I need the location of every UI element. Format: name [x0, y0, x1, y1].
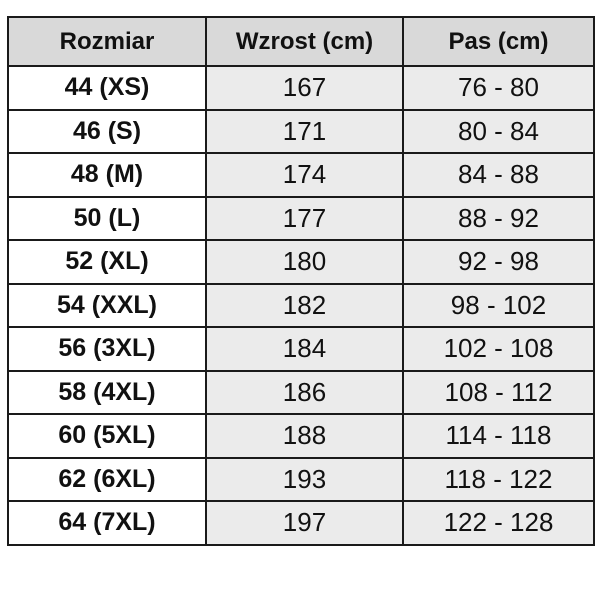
waist-cell: 118 - 122	[402, 456, 595, 502]
size-cell: 48 (M)	[7, 152, 207, 198]
height-cell: 184	[205, 326, 404, 372]
table-row: 58 (4XL) 186 108 - 112	[7, 369, 595, 415]
waist-cell: 98 - 102	[402, 282, 595, 328]
height-cell: 182	[205, 282, 404, 328]
height-cell: 180	[205, 239, 404, 285]
waist-cell: 80 - 84	[402, 108, 595, 154]
size-cell: 56 (3XL)	[7, 326, 207, 372]
size-cell: 46 (S)	[7, 108, 207, 154]
table-row: 44 (XS) 167 76 - 80	[7, 65, 595, 111]
height-cell: 193	[205, 456, 404, 502]
waist-cell: 102 - 108	[402, 326, 595, 372]
height-cell: 197	[205, 500, 404, 546]
waist-cell: 88 - 92	[402, 195, 595, 241]
table-row: 62 (6XL) 193 118 - 122	[7, 456, 595, 502]
waist-cell: 108 - 112	[402, 369, 595, 415]
table-row: 48 (M) 174 84 - 88	[7, 152, 595, 198]
height-cell: 174	[205, 152, 404, 198]
waist-cell: 114 - 118	[402, 413, 595, 459]
waist-cell: 122 - 128	[402, 500, 595, 546]
size-cell: 44 (XS)	[7, 65, 207, 111]
size-cell: 54 (XXL)	[7, 282, 207, 328]
height-cell: 177	[205, 195, 404, 241]
waist-cell: 76 - 80	[402, 65, 595, 111]
table-row: 56 (3XL) 184 102 - 108	[7, 326, 595, 372]
waist-cell: 92 - 98	[402, 239, 595, 285]
table-row: 52 (XL) 180 92 - 98	[7, 239, 595, 285]
height-cell: 171	[205, 108, 404, 154]
header-pas: Pas (cm)	[402, 16, 595, 67]
size-cell: 50 (L)	[7, 195, 207, 241]
waist-cell: 84 - 88	[402, 152, 595, 198]
height-cell: 188	[205, 413, 404, 459]
table-row: 60 (5XL) 188 114 - 118	[7, 413, 595, 459]
size-cell: 62 (6XL)	[7, 456, 207, 502]
size-cell: 52 (XL)	[7, 239, 207, 285]
table-row: 50 (L) 177 88 - 92	[7, 195, 595, 241]
header-row: Rozmiar Wzrost (cm) Pas (cm)	[7, 16, 595, 67]
table-row: 64 (7XL) 197 122 - 128	[7, 500, 595, 546]
header-wzrost: Wzrost (cm)	[205, 16, 404, 67]
size-cell: 64 (7XL)	[7, 500, 207, 546]
size-chart-table: Rozmiar Wzrost (cm) Pas (cm) 44 (XS) 167…	[7, 16, 595, 546]
height-cell: 167	[205, 65, 404, 111]
header-rozmiar: Rozmiar	[7, 16, 207, 67]
table-row: 46 (S) 171 80 - 84	[7, 108, 595, 154]
height-cell: 186	[205, 369, 404, 415]
table-row: 54 (XXL) 182 98 - 102	[7, 282, 595, 328]
size-cell: 60 (5XL)	[7, 413, 207, 459]
size-cell: 58 (4XL)	[7, 369, 207, 415]
